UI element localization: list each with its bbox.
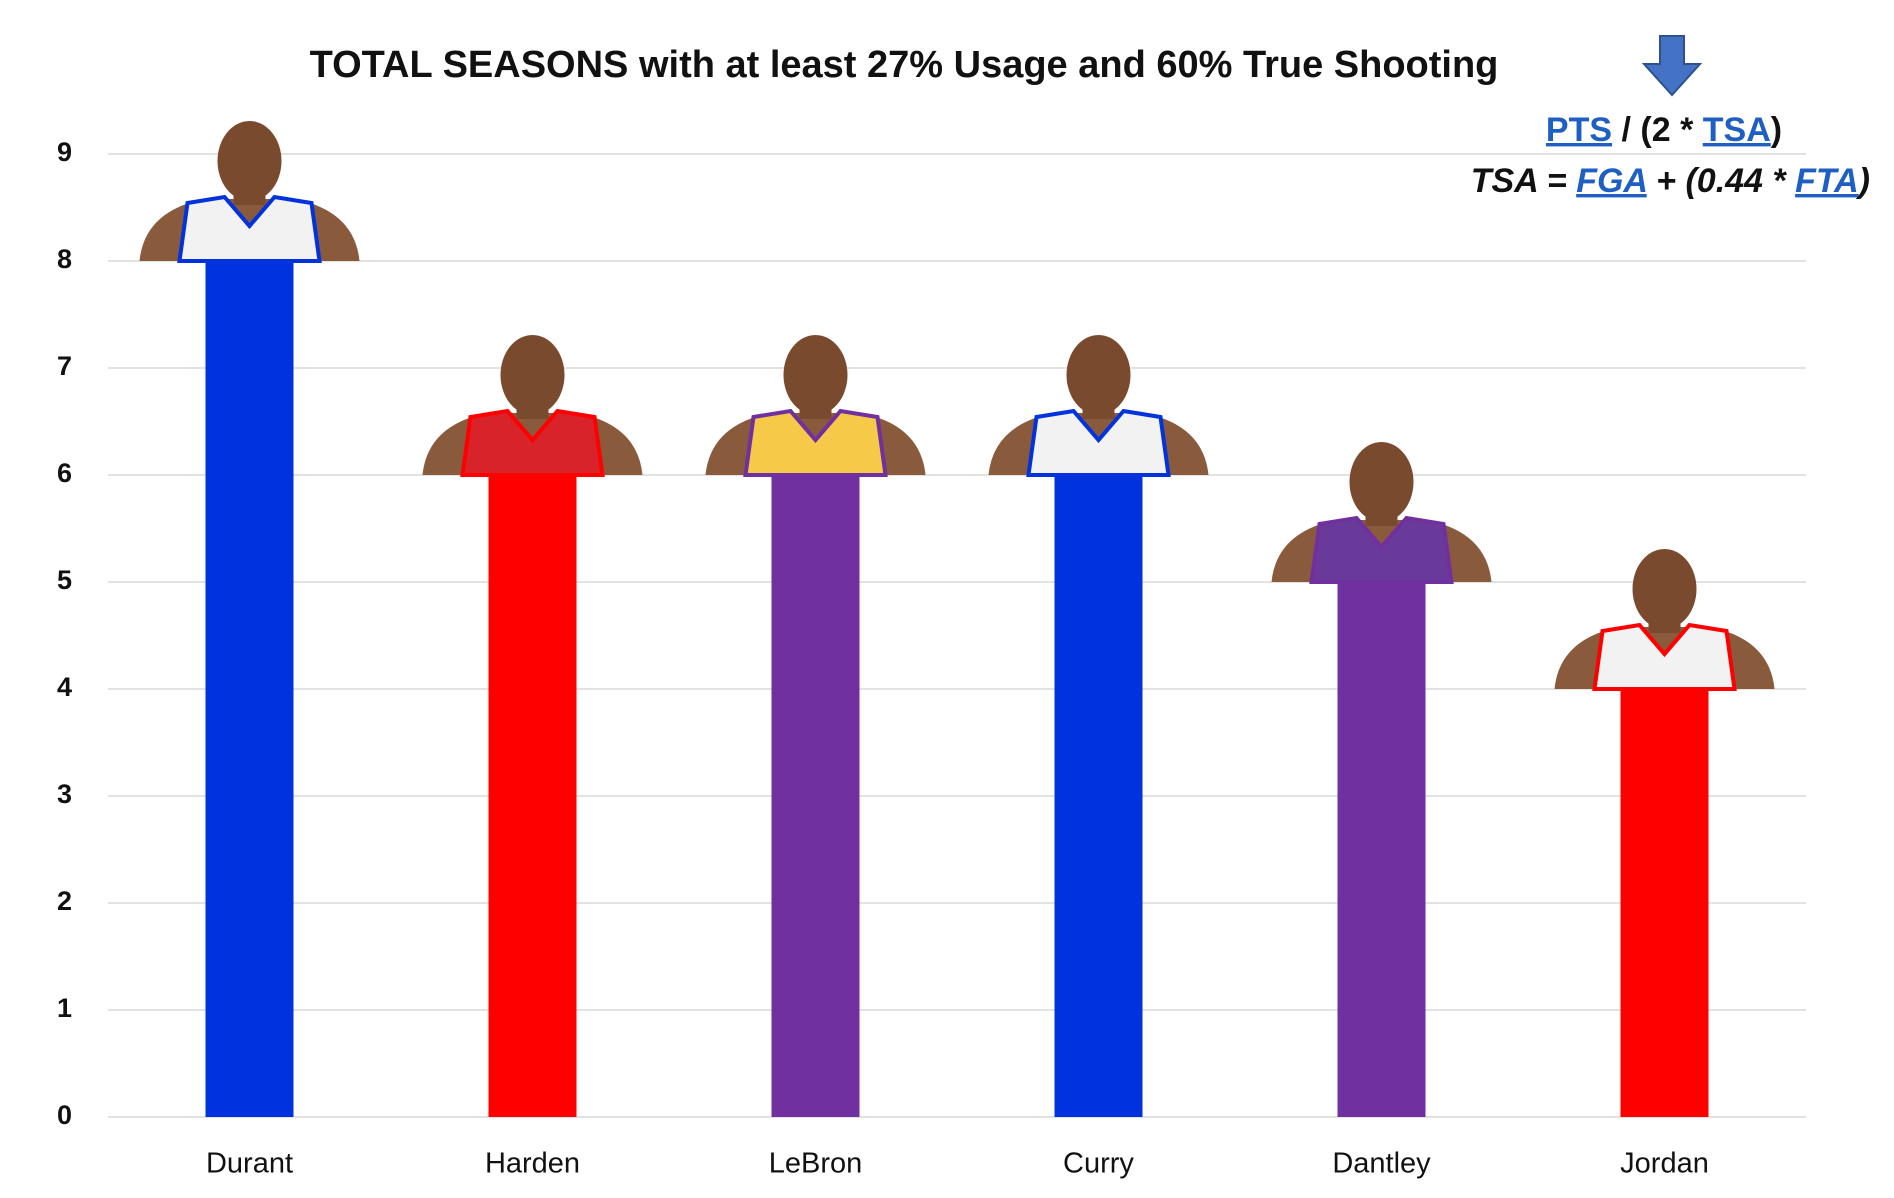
x-tick-label: Durant xyxy=(206,1148,293,1180)
x-tick-label: Jordan xyxy=(1620,1148,1709,1180)
bar xyxy=(488,475,577,1117)
x-tick-label: Harden xyxy=(485,1148,580,1180)
formula-text: + (0.44 * xyxy=(1647,162,1795,200)
formula-link[interactable]: FGA xyxy=(1576,162,1647,200)
player-head xyxy=(1632,549,1697,629)
x-tick-label: Curry xyxy=(1063,1148,1134,1180)
player-jersey xyxy=(460,408,605,477)
y-tick-label: 1 xyxy=(57,993,72,1023)
y-tick-label: 6 xyxy=(57,458,72,488)
player-neck xyxy=(233,191,266,205)
y-tick-label: 0 xyxy=(57,1100,72,1130)
y-tick-label: 3 xyxy=(57,779,72,809)
player-jersey xyxy=(1592,622,1737,691)
y-tick-label: 2 xyxy=(57,886,72,916)
y-tick-label: 8 xyxy=(57,244,72,274)
player-neck xyxy=(1648,619,1681,633)
y-tick-label: 7 xyxy=(57,351,72,381)
bar xyxy=(1054,475,1143,1117)
y-tick-label: 9 xyxy=(57,137,72,167)
bar xyxy=(1620,689,1709,1117)
player-jersey xyxy=(177,194,322,263)
formula-link[interactable]: FTA xyxy=(1795,162,1859,200)
formula-link[interactable]: TSA xyxy=(1703,111,1771,149)
player-jersey xyxy=(1309,515,1454,584)
bar xyxy=(1337,582,1426,1117)
player-head xyxy=(1066,335,1131,415)
bar xyxy=(771,475,860,1117)
player-head xyxy=(783,335,848,415)
chart-title: TOTAL SEASONS with at least 27% Usage an… xyxy=(310,44,1499,86)
bar xyxy=(205,261,294,1117)
formula-text: TSA = xyxy=(1471,162,1577,200)
formula-text: / (2 * xyxy=(1612,111,1703,149)
player-head xyxy=(500,335,565,415)
formula-text: ) xyxy=(1856,162,1870,200)
y-tick-label: 4 xyxy=(57,672,72,702)
formula-text: ) xyxy=(1771,111,1782,149)
player-neck xyxy=(516,405,549,419)
y-tick-label: 5 xyxy=(57,565,72,595)
formula-link[interactable]: PTS xyxy=(1546,111,1612,149)
player-head xyxy=(1349,442,1414,522)
player-head xyxy=(217,121,282,201)
player-neck xyxy=(799,405,832,419)
player-neck xyxy=(1365,512,1398,526)
player-jersey xyxy=(1026,408,1171,477)
arrow-icon xyxy=(1641,35,1703,97)
formula: TSA = FGA + (0.44 * FTA) xyxy=(1471,162,1870,200)
x-tick-label: Dantley xyxy=(1332,1148,1431,1180)
player-jersey xyxy=(743,408,888,477)
x-tick-label: LeBron xyxy=(769,1148,863,1180)
formula: PTS / (2 * TSA) xyxy=(1546,111,1782,149)
player-neck xyxy=(1082,405,1115,419)
